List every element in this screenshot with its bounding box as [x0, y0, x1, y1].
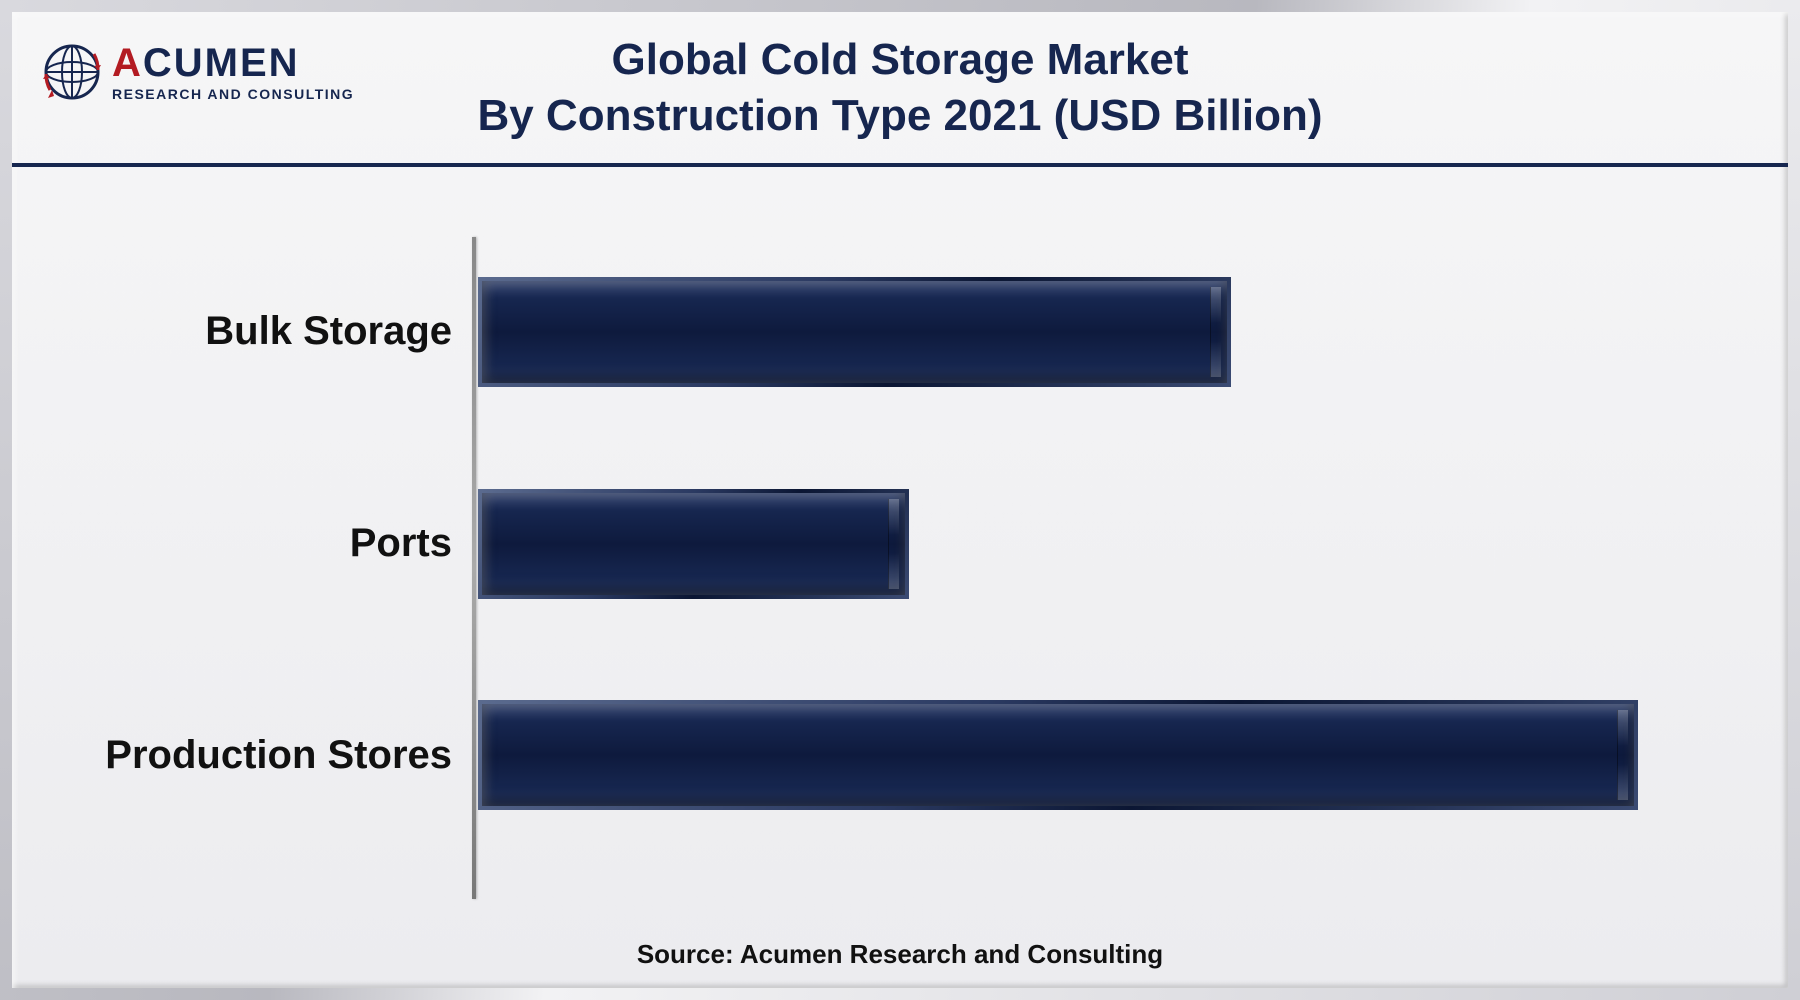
- chart-title-block: Global Cold Storage Market By Constructi…: [477, 35, 1322, 141]
- chart-frame: ACUMEN RESEARCH AND CONSULTING Global Co…: [0, 0, 1800, 1000]
- category-label: Ports: [32, 521, 452, 566]
- bar: [478, 277, 1231, 387]
- brand-tagline: RESEARCH AND CONSULTING: [112, 87, 354, 101]
- source-attribution: Source: Acumen Research and Consulting: [12, 939, 1788, 988]
- plot-inner: Bulk Storage Ports Production Stores: [472, 237, 1668, 899]
- bar: [478, 489, 909, 599]
- chart-title-line1: Global Cold Storage Market: [477, 35, 1322, 85]
- brand-name-first-letter: A: [112, 43, 143, 83]
- header: ACUMEN RESEARCH AND CONSULTING Global Co…: [12, 12, 1788, 167]
- brand-name-rest: CUMEN: [143, 43, 300, 83]
- bar-row: Bulk Storage: [472, 277, 1668, 387]
- bar: [478, 700, 1638, 810]
- brand-name: ACUMEN RESEARCH AND CONSULTING: [112, 43, 354, 101]
- bar-wrap: [478, 489, 1674, 599]
- category-label: Production Stores: [32, 733, 452, 778]
- bar-row: Ports: [472, 489, 1668, 599]
- chart-title-line2: By Construction Type 2021 (USD Billion): [477, 91, 1322, 141]
- category-label: Bulk Storage: [32, 309, 452, 354]
- bar-wrap: [478, 277, 1674, 387]
- globe-icon: [40, 40, 104, 104]
- bar-wrap: [478, 700, 1674, 810]
- bar-row: Production Stores: [472, 700, 1668, 810]
- brand-logo: ACUMEN RESEARCH AND CONSULTING: [40, 40, 354, 104]
- plot-area: Bulk Storage Ports Production Stores: [12, 167, 1788, 939]
